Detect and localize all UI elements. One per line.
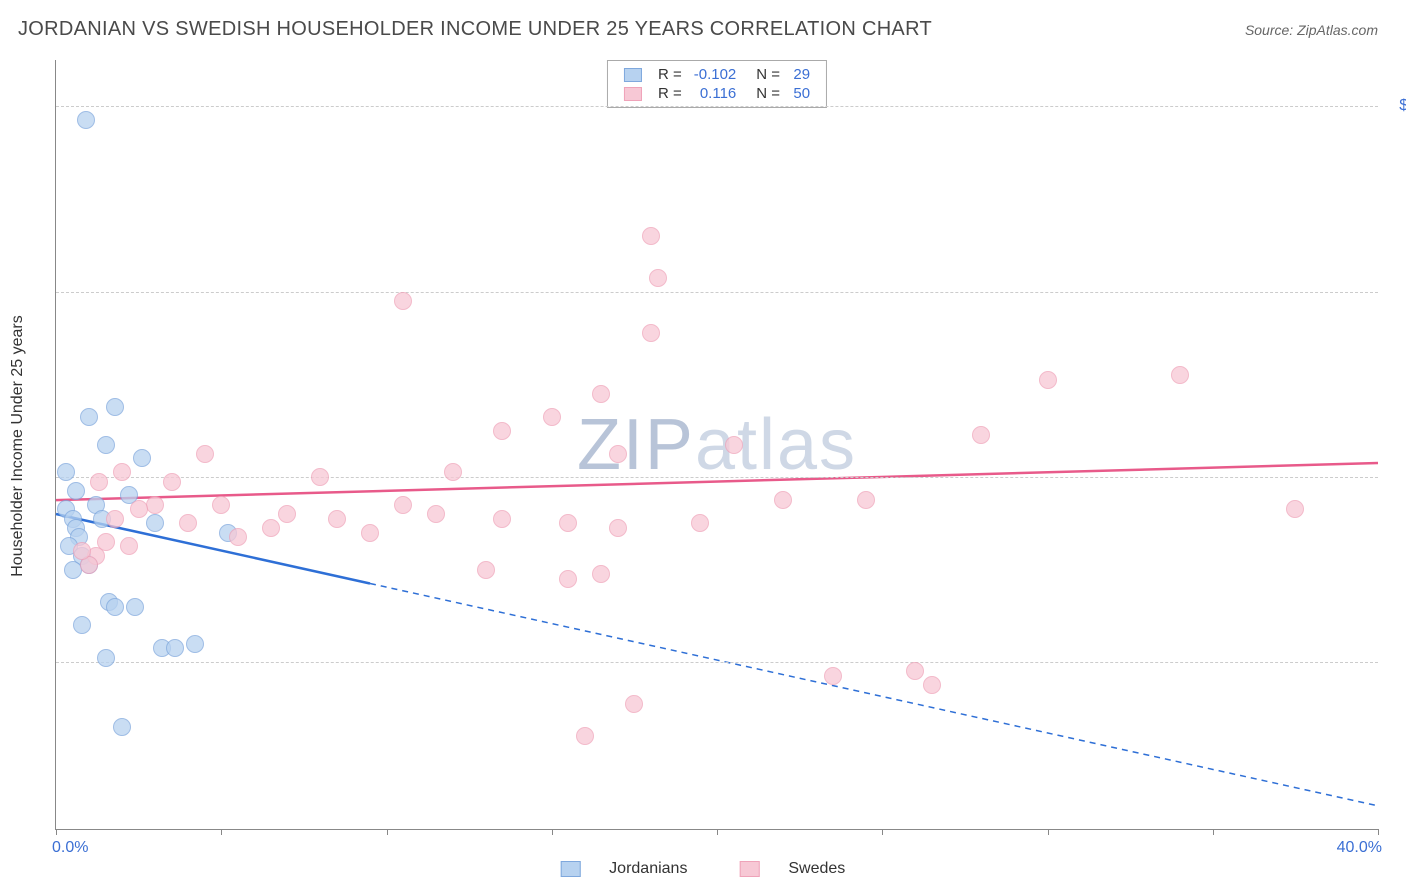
legend-label: Jordanians (609, 860, 687, 877)
grid-line (56, 106, 1378, 107)
data-point (444, 463, 462, 481)
watermark-suffix: atlas (695, 405, 857, 485)
scatter-chart: ZIPatlas R = -0.102 N = 29 R = 0.116 N =… (55, 60, 1378, 830)
data-point (106, 398, 124, 416)
data-point (73, 616, 91, 634)
x-tick (221, 829, 222, 835)
data-point (691, 514, 709, 532)
data-point (427, 505, 445, 523)
x-tick (882, 829, 883, 835)
legend-item-swedes: Swedes (728, 860, 857, 877)
x-tick (56, 829, 57, 835)
grid-line (56, 477, 1378, 478)
data-point (543, 408, 561, 426)
data-point (73, 542, 91, 560)
data-point (493, 422, 511, 440)
data-point (1039, 371, 1057, 389)
x-tick (1213, 829, 1214, 835)
data-point (1171, 366, 1189, 384)
data-point (64, 561, 82, 579)
data-point (576, 727, 594, 745)
data-point (972, 426, 990, 444)
data-point (77, 111, 95, 129)
x-min-label: 0.0% (52, 839, 88, 857)
data-point (493, 510, 511, 528)
data-point (90, 473, 108, 491)
data-point (166, 639, 184, 657)
data-point (278, 505, 296, 523)
data-point (649, 269, 667, 287)
data-point (559, 514, 577, 532)
data-point (262, 519, 280, 537)
data-point (906, 662, 924, 680)
source-label: Source: ZipAtlas.com (1245, 22, 1378, 38)
swatch-icon (561, 861, 581, 877)
data-point (394, 496, 412, 514)
data-point (857, 491, 875, 509)
data-point (113, 463, 131, 481)
data-point (625, 695, 643, 713)
data-point (97, 649, 115, 667)
data-point (642, 324, 660, 342)
x-max-label: 40.0% (1337, 839, 1382, 857)
data-point (311, 468, 329, 486)
page-title: JORDANIAN VS SWEDISH HOUSEHOLDER INCOME … (18, 18, 932, 41)
grid-line (56, 662, 1378, 663)
data-point (328, 510, 346, 528)
data-point (212, 496, 230, 514)
data-point (609, 445, 627, 463)
data-point (106, 598, 124, 616)
swatch-icon (740, 861, 760, 877)
data-point (1286, 500, 1304, 518)
data-point (133, 449, 151, 467)
legend-item-jordanians: Jordanians (549, 860, 704, 877)
watermark-prefix: ZIP (577, 405, 695, 485)
legend-label: Swedes (788, 860, 845, 877)
data-point (146, 514, 164, 532)
data-point (725, 436, 743, 454)
data-point (394, 292, 412, 310)
x-tick (1378, 829, 1379, 835)
data-point (146, 496, 164, 514)
data-point (592, 385, 610, 403)
y-tick-label: $40,000 (1386, 653, 1406, 671)
trend-lines (56, 60, 1378, 829)
data-point (67, 482, 85, 500)
data-point (126, 598, 144, 616)
data-point (120, 537, 138, 555)
series-legend: Jordanians Swedes (537, 860, 870, 878)
x-tick (1048, 829, 1049, 835)
data-point (774, 491, 792, 509)
data-point (923, 676, 941, 694)
data-point (559, 570, 577, 588)
data-point (186, 635, 204, 653)
data-point (106, 510, 124, 528)
x-tick (387, 829, 388, 835)
data-point (196, 445, 214, 463)
data-point (609, 519, 627, 537)
data-point (592, 565, 610, 583)
data-point (229, 528, 247, 546)
data-point (824, 667, 842, 685)
data-point (642, 227, 660, 245)
data-point (361, 524, 379, 542)
grid-line (56, 292, 1378, 293)
y-tick-label: $80,000 (1386, 283, 1406, 301)
y-axis-title: Householder Income Under 25 years (9, 315, 27, 576)
data-point (477, 561, 495, 579)
x-tick (717, 829, 718, 835)
data-point (113, 718, 131, 736)
data-point (163, 473, 181, 491)
correlation-legend: R = -0.102 N = 29 R = 0.116 N = 50 (607, 60, 827, 108)
y-tick-label: $60,000 (1386, 468, 1406, 486)
x-tick (552, 829, 553, 835)
data-point (97, 436, 115, 454)
data-point (80, 408, 98, 426)
data-point (130, 500, 148, 518)
y-tick-label: $100,000 (1386, 97, 1406, 115)
data-point (57, 463, 75, 481)
data-point (179, 514, 197, 532)
